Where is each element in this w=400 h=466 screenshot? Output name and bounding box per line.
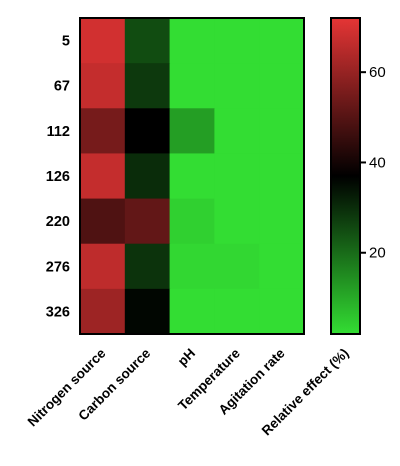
heatmap-cell: [80, 288, 126, 335]
heatmap-cell: [80, 243, 126, 290]
heatmap-cell: [80, 198, 126, 245]
heatmap-cell: [124, 153, 171, 200]
heatmap-cell: [259, 153, 305, 200]
heatmap-cell: [124, 18, 171, 64]
heatmap-cell: [214, 18, 260, 64]
row-label: 276: [46, 259, 70, 275]
row-label: 112: [47, 124, 70, 140]
heatmap-cell: [214, 198, 260, 245]
heatmap-cell: [259, 18, 305, 64]
heatmap-cell: [214, 63, 260, 109]
heatmap-cell: [169, 243, 215, 290]
heatmap-cell: [214, 243, 260, 290]
heatmap-cell: [214, 153, 260, 200]
row-labels: 5 67 112 126 220 276 326: [46, 34, 70, 321]
heatmap-cell: [214, 288, 260, 335]
heatmap-cell: [124, 288, 171, 335]
heatmap-cells: [80, 18, 305, 335]
heatmap-cell: [259, 288, 305, 335]
heatmap-cell: [124, 63, 171, 109]
heatmap-cell: [80, 63, 126, 109]
heatmap-cell: [124, 243, 171, 290]
heatmap-cell: [124, 198, 171, 245]
column-label: Nitrogen source: [25, 345, 109, 429]
row-label: 5: [62, 34, 70, 50]
heatmap-cell: [214, 108, 260, 155]
heatmap-cell: [169, 198, 215, 245]
heatmap-cell: [124, 108, 171, 155]
row-label: 126: [46, 169, 70, 185]
heatmap-cell: [259, 108, 305, 155]
row-label: 220: [46, 214, 70, 230]
colorbar-gradient: [330, 17, 361, 335]
colorbar-tick-label: 60: [369, 64, 386, 81]
heatmap-cell: [80, 153, 126, 200]
heatmap-cell: [80, 18, 126, 64]
heatmap-cell: [169, 153, 215, 200]
colorbar-ticks: 20 40 60: [360, 64, 386, 262]
heatmap-cell: [169, 288, 215, 335]
colorbar-tick-label: 20: [369, 245, 386, 262]
heatmap-frame: [79, 17, 305, 335]
heatmap-cell: [169, 63, 215, 109]
heatmap-cell: [80, 108, 126, 155]
row-label: 326: [46, 304, 70, 320]
heatmap-cell: [169, 18, 215, 64]
colorbar-tick-label: 40: [369, 154, 386, 171]
heatmap-cell: [259, 243, 305, 290]
row-label: 67: [54, 79, 70, 95]
heatmap-cell: [259, 198, 305, 245]
column-label: pH: [175, 346, 198, 369]
heatmap-cell: [259, 63, 305, 109]
heatmap-cell: [169, 108, 215, 155]
